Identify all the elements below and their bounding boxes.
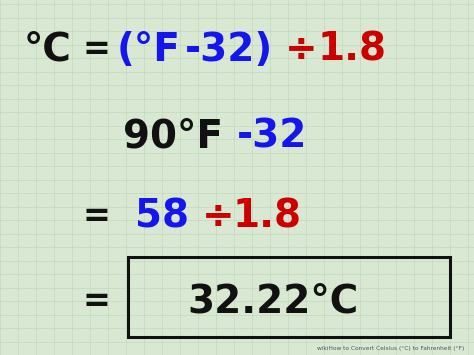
Text: -32): -32) (185, 31, 273, 69)
Text: ÷: ÷ (201, 197, 234, 236)
Text: 1.8: 1.8 (232, 197, 301, 236)
Text: -32: -32 (237, 118, 307, 156)
Text: 1.8: 1.8 (318, 31, 387, 69)
Text: (°F: (°F (116, 31, 180, 69)
Text: 58: 58 (135, 197, 189, 236)
Text: °C: °C (24, 31, 72, 69)
Text: =: = (83, 33, 111, 66)
Text: 90°F: 90°F (123, 118, 223, 156)
Text: 32.22°C: 32.22°C (187, 283, 358, 321)
Text: =: = (83, 200, 111, 233)
Text: =: = (83, 285, 111, 318)
Text: ÷: ÷ (284, 31, 317, 69)
Text: wikiHow to Convert Celsius (°C) to Fahrenheit (°F): wikiHow to Convert Celsius (°C) to Fahre… (317, 346, 465, 351)
